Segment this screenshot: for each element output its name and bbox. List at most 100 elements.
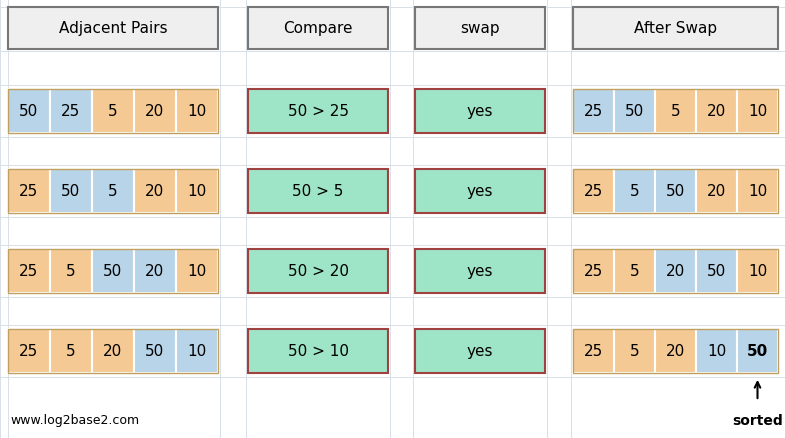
Text: www.log2base2.com: www.log2base2.com [10, 413, 139, 427]
Text: 10: 10 [748, 264, 767, 279]
Bar [655, 170, 696, 213]
Text: yes: yes [467, 184, 493, 199]
Bar [573, 90, 778, 134]
Bar [696, 249, 737, 293]
Text: 50: 50 [61, 184, 81, 199]
Text: 25: 25 [584, 264, 603, 279]
Bar [8, 170, 218, 213]
Text: 5: 5 [66, 264, 76, 279]
Text: 5: 5 [108, 184, 118, 199]
Bar [50, 249, 92, 293]
Text: 20: 20 [666, 344, 685, 359]
Bar [8, 329, 50, 373]
Bar [573, 170, 614, 213]
Text: 25: 25 [61, 104, 81, 119]
Text: 20: 20 [706, 104, 726, 119]
Text: 5: 5 [630, 344, 639, 359]
Bar [614, 249, 655, 293]
Bar [92, 170, 134, 213]
Text: 50: 50 [625, 104, 644, 119]
Bar [92, 90, 134, 134]
Text: 25: 25 [584, 184, 603, 199]
Bar [248, 329, 388, 373]
Bar [737, 329, 778, 373]
Text: 50 > 5: 50 > 5 [292, 184, 344, 199]
Bar [573, 329, 778, 373]
Bar [248, 249, 388, 293]
Bar [248, 90, 388, 134]
Text: yes: yes [467, 104, 493, 119]
Bar [176, 329, 218, 373]
Bar [737, 170, 778, 213]
Bar [737, 249, 778, 293]
Text: yes: yes [467, 344, 493, 359]
Bar [176, 170, 218, 213]
Bar [696, 329, 737, 373]
Text: 50: 50 [747, 344, 769, 359]
Bar [134, 170, 176, 213]
Bar [696, 170, 737, 213]
Text: sorted: sorted [732, 413, 783, 427]
Bar [415, 90, 545, 134]
Text: 10: 10 [188, 344, 206, 359]
Bar [248, 170, 388, 213]
Bar [415, 170, 545, 213]
Text: 50: 50 [20, 104, 38, 119]
Text: 50 > 20: 50 > 20 [287, 264, 349, 279]
Text: 50: 50 [706, 264, 726, 279]
Bar [8, 329, 218, 373]
Text: 10: 10 [706, 344, 726, 359]
Text: 10: 10 [188, 264, 206, 279]
Bar [248, 8, 388, 50]
Bar [614, 170, 655, 213]
Bar [614, 90, 655, 134]
Bar [614, 329, 655, 373]
Text: After Swap: After Swap [634, 21, 717, 36]
Bar [415, 329, 545, 373]
Bar [8, 170, 50, 213]
Text: 10: 10 [748, 104, 767, 119]
Bar [50, 329, 92, 373]
Bar [655, 249, 696, 293]
Bar [573, 249, 614, 293]
Bar [176, 90, 218, 134]
Text: 50: 50 [104, 264, 122, 279]
Text: 50 > 10: 50 > 10 [287, 344, 349, 359]
Text: 50 > 25: 50 > 25 [287, 104, 349, 119]
Text: 5: 5 [66, 344, 76, 359]
Text: 10: 10 [748, 184, 767, 199]
Bar [8, 90, 50, 134]
Text: 25: 25 [20, 264, 38, 279]
Bar [415, 8, 545, 50]
Text: 10: 10 [188, 104, 206, 119]
Text: 5: 5 [108, 104, 118, 119]
Bar [573, 249, 778, 293]
Text: 5: 5 [630, 184, 639, 199]
Bar [92, 249, 134, 293]
Text: 20: 20 [104, 344, 122, 359]
Text: 20: 20 [666, 264, 685, 279]
Text: 20: 20 [145, 184, 165, 199]
Bar [8, 8, 218, 50]
Bar [134, 249, 176, 293]
Text: 20: 20 [145, 104, 165, 119]
Bar [573, 90, 614, 134]
Text: 20: 20 [706, 184, 726, 199]
Text: Compare: Compare [283, 21, 352, 36]
Bar [655, 329, 696, 373]
Text: 20: 20 [145, 264, 165, 279]
Text: 25: 25 [20, 344, 38, 359]
Bar [573, 329, 614, 373]
Bar [573, 8, 778, 50]
Bar [573, 170, 778, 213]
Bar [8, 249, 50, 293]
Bar [50, 90, 92, 134]
Bar [696, 90, 737, 134]
Text: swap: swap [460, 21, 500, 36]
Text: 25: 25 [584, 344, 603, 359]
Bar [415, 249, 545, 293]
Text: 25: 25 [20, 184, 38, 199]
Text: 5: 5 [630, 264, 639, 279]
Bar [8, 90, 218, 134]
Bar [8, 249, 218, 293]
